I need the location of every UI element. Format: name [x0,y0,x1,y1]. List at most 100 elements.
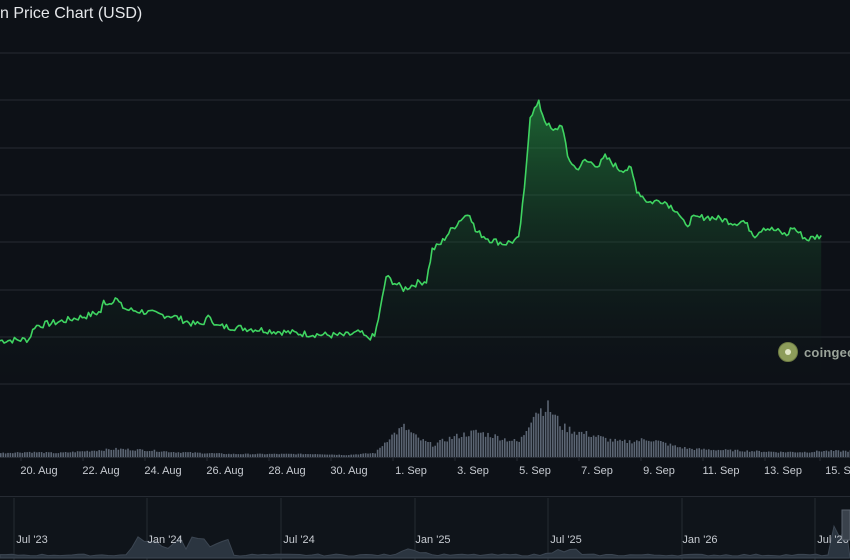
volume-bar [266,454,268,457]
volume-bar [684,447,686,457]
volume-bar [554,414,556,457]
volume-bar [285,453,288,457]
volume-bar [511,440,513,457]
x-axis: 20. Aug 22. Aug 24. Aug 26. Aug 28. Aug 30. A… [20,457,850,477]
volume-bar [463,432,465,457]
volume-bar [444,441,446,457]
volume-bar [636,440,638,457]
volume-bar [820,451,823,457]
range-navigator[interactable]: Jul '23 Jan '24 Jul '24 Jan '25 Jul '25 Jan '… [0,496,850,560]
volume-bar [612,441,614,457]
volume-bar [813,451,816,457]
volume-bar [28,451,31,457]
volume-bar [7,452,9,457]
volume-bar [698,448,700,457]
volume-bar [112,449,115,457]
volume-bar [703,448,705,457]
volume-bar [220,453,223,457]
volume-bar [331,454,333,457]
volume-bar [86,450,88,457]
volume-bar [811,452,813,457]
volume-bar [132,450,134,457]
volume-bar [434,445,436,457]
volume-bar [259,453,261,457]
price-line[interactable] [0,99,822,344]
x-tick-label: 1. Sep [395,465,427,477]
volume-bar [616,440,619,457]
volume-bar [300,453,302,457]
x-tick-label: 28. Aug [268,465,305,477]
volume-bar [338,454,340,457]
volume-bar [64,452,67,457]
volume-bar [405,430,408,457]
volume-bar [794,452,796,457]
price-chart[interactable]: 20. Aug 22. Aug 24. Aug 26. Aug 28. Aug 30. A… [0,0,850,492]
x-tick-label: 11. Sep [702,465,739,477]
volume-bar [777,452,780,457]
volume-bar [50,452,52,457]
volume-bar [254,454,256,457]
volume-bar [218,453,220,457]
volume-bar [367,453,369,457]
volume-bar [235,454,237,457]
volume-bar [520,436,523,457]
volume-bar [588,436,590,457]
volume-bar [201,453,204,457]
volume-bar [208,453,211,457]
volume-bar [36,452,38,457]
price-area [0,100,822,384]
volume-bar [621,441,624,457]
volume-bar [837,450,840,457]
volume-bar [271,453,273,457]
volume-bar [760,452,763,457]
volume-bar [566,432,568,457]
volume-bar [264,454,266,457]
navigator-tick-label: Jan '26 [682,534,717,546]
volume-bar [537,413,540,457]
volume-bar [213,453,216,457]
volume-bar [655,440,657,457]
volume-bar [818,451,820,457]
x-tick-label: 22. Aug [82,465,119,477]
volume-bar [129,450,132,457]
volume-bar [732,451,734,457]
volume-bar [144,451,146,457]
volume-bar [328,454,331,457]
volume-bar [763,451,765,457]
volume-bar [506,441,508,457]
volume-bar [364,453,367,457]
volume-bar [223,454,225,457]
navigator-handle[interactable] [841,509,850,541]
volume-bar [669,443,672,457]
volume-bar [792,451,794,457]
volume-bar [456,433,458,457]
volume-bar [667,445,669,457]
navigator-tick-label: Jan '24 [147,534,182,546]
volume-bar [844,450,847,457]
volume-bar [120,448,122,457]
volume-bar [638,441,640,457]
volume-bar [823,451,825,457]
volume-bar [751,451,753,457]
volume-bar [110,449,112,457]
volume-bar [2,452,4,457]
volume-bar [756,450,758,457]
volume-bar [340,455,343,457]
volume-bar [595,436,597,457]
volume-bar [384,442,386,457]
volume-bar [165,451,168,457]
volume-bar [76,451,79,457]
volume-bar [619,439,621,457]
volume-bar [408,429,410,457]
volume-bar [604,437,607,457]
volume-bar [662,441,664,457]
volume-bar [376,449,379,457]
volume-bar [168,452,170,457]
volume-bar [470,430,472,457]
volume-bar [801,452,804,457]
volume-bar [156,451,158,457]
volume-bar [252,454,254,457]
navigator-tick-label: Jul '23 [16,534,47,546]
volume-bar [333,454,336,457]
volume-bar [182,452,184,457]
